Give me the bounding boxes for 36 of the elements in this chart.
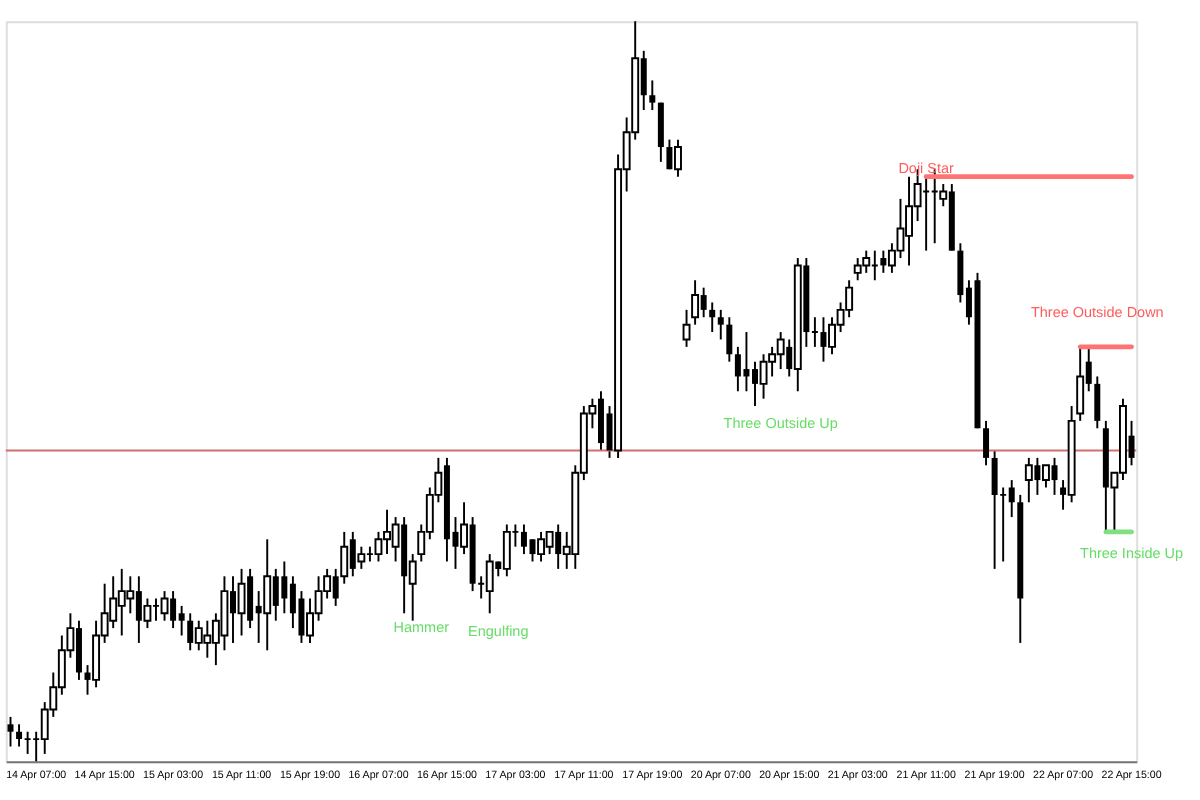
candlestick — [1094, 375, 1101, 430]
candlestick — [16, 723, 23, 748]
candlestick — [357, 545, 366, 570]
candlestick — [281, 560, 288, 615]
candlestick — [991, 449, 998, 570]
candlestick — [776, 331, 785, 371]
candlestick — [194, 619, 203, 652]
candlestick — [649, 79, 656, 111]
candlestick — [178, 604, 185, 637]
candlestick — [657, 101, 664, 163]
candlestick — [726, 316, 733, 363]
candlestick — [92, 619, 101, 689]
candlestick — [1024, 456, 1033, 504]
candlestick — [743, 331, 750, 393]
candlestick — [237, 567, 246, 637]
candlestick — [734, 345, 741, 393]
candlestick — [1041, 464, 1050, 489]
candlestick — [853, 257, 862, 282]
candlestick — [674, 138, 682, 178]
candlestick — [983, 419, 990, 467]
candlestick — [709, 301, 716, 334]
candlestick — [502, 523, 511, 578]
candlestick — [263, 538, 272, 652]
candlestick — [7, 715, 14, 748]
candlestick — [759, 353, 768, 400]
candlestick — [117, 567, 126, 637]
candlestick — [374, 530, 383, 563]
candlestick — [1008, 479, 1015, 519]
candlestick — [289, 575, 296, 630]
candlestick — [862, 249, 871, 274]
candlestick — [126, 575, 135, 615]
candlestick — [896, 197, 905, 260]
candlestick — [485, 553, 494, 615]
candlestick — [537, 530, 546, 563]
candlestick — [717, 308, 724, 341]
candlestick — [203, 619, 212, 659]
